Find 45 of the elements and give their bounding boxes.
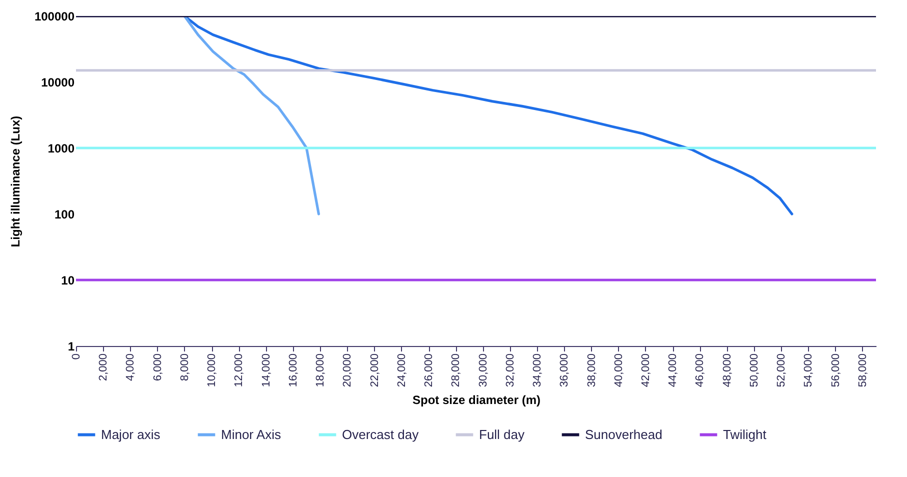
x-tick-label: 24,000: [396, 354, 408, 388]
legend-label: Sunoverhead: [585, 426, 662, 442]
x-tick-label: 54,000: [802, 354, 815, 388]
y-tick-label: 100: [54, 208, 75, 222]
legend-label: Full day: [479, 426, 526, 442]
x-tick-label: 50,000: [748, 354, 760, 388]
legend-label: Major axis: [101, 426, 161, 442]
x-tick-label: 36,000: [558, 354, 571, 388]
x-axis-title: Spot size diameter (m): [412, 393, 541, 408]
x-tick-label: 58,000: [856, 354, 869, 388]
y-tick-label: 1000: [48, 142, 75, 156]
x-tick-label: 44,000: [667, 354, 680, 388]
x-tick-label: 22,000: [368, 354, 381, 388]
legend-label: Overcast day: [342, 426, 420, 442]
x-tick-label: 26,000: [423, 354, 436, 388]
y-axis-title: Light illuminance (Lux): [8, 116, 22, 248]
x-tick-label: 8,000: [178, 354, 191, 382]
x-tick-label: 48,000: [721, 354, 734, 388]
x-tick-label: 28,000: [450, 354, 462, 388]
y-tick-label: 1: [68, 340, 75, 354]
x-tick-label: 30,000: [477, 354, 490, 388]
x-tick-label: 4,000: [124, 354, 137, 382]
y-tick-label: 100000: [34, 10, 75, 24]
legend-label: Twilight: [723, 426, 767, 442]
x-tick-label: 2,000: [98, 354, 110, 382]
x-tick-label: 38,000: [586, 354, 598, 388]
x-tick-label: 20,000: [342, 354, 354, 388]
x-tick-label: 34,000: [532, 354, 544, 388]
x-tick-label: 14,000: [260, 354, 272, 388]
x-tick-label: 46,000: [694, 354, 706, 388]
x-tick-label: 16,000: [287, 354, 300, 388]
legend-label: Minor Axis: [221, 426, 282, 442]
x-tick-label: 52,000: [776, 354, 788, 388]
x-tick-label: 42,000: [640, 354, 652, 388]
x-tick-label: 18,000: [314, 354, 327, 388]
x-tick-label: 40,000: [612, 354, 625, 388]
y-tick-label: 10: [61, 274, 75, 288]
x-tick-label: 32,000: [504, 354, 516, 388]
x-tick-label: 56,000: [830, 354, 842, 388]
x-tick-label: 0: [70, 354, 82, 360]
x-tick-label: 10,000: [206, 354, 218, 388]
x-tick-label: 6,000: [152, 354, 164, 382]
y-tick-label: 10000: [41, 76, 75, 90]
line-series: [183, 16, 320, 216]
x-tick-label: 12,000: [233, 354, 246, 388]
